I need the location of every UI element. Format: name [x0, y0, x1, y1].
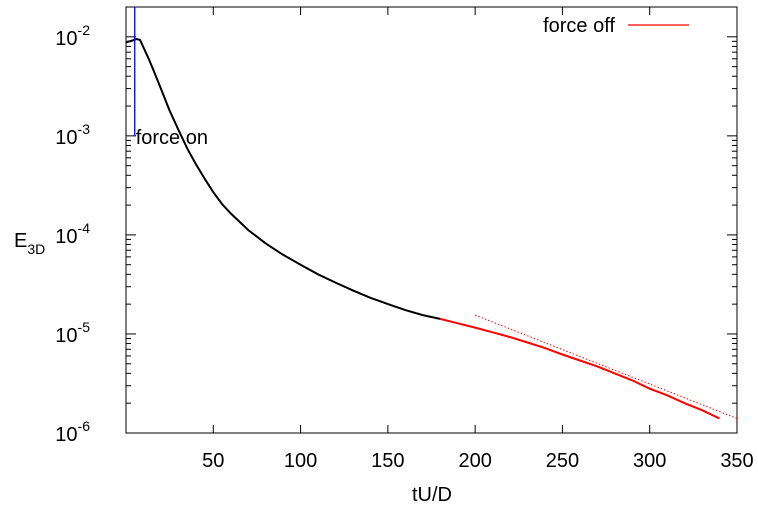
y-tick-label: 10-5 — [55, 319, 90, 347]
series-line-2 — [474, 314, 738, 419]
y-tick-label-exponent: -6 — [78, 418, 91, 434]
y-tick-label-base: 10 — [55, 127, 77, 149]
x-tick-label: 250 — [546, 450, 579, 472]
y-axis-label-subscript: 3D — [27, 241, 45, 257]
y-tick-label-exponent: -2 — [78, 22, 91, 38]
y-tick-label-exponent: -4 — [78, 220, 91, 236]
x-tick-label: 150 — [371, 450, 404, 472]
legend: force off — [543, 15, 689, 37]
y-tick-label: 10-4 — [55, 220, 90, 248]
y-tick-label-base: 10 — [55, 424, 77, 446]
legend-label: force off — [543, 15, 615, 37]
y-axis-ticks: 10-610-510-410-310-2 — [55, 22, 737, 446]
y-tick-label: 10-2 — [55, 22, 90, 50]
y-tick-label-exponent: -5 — [78, 319, 91, 335]
series-group — [125, 37, 738, 420]
y-tick-label: 10-3 — [55, 121, 90, 149]
y-tick-label: 10-6 — [55, 418, 90, 446]
plot-frame — [125, 6, 738, 434]
x-tick-label: 200 — [458, 450, 491, 472]
x-axis-ticks: 50 100 150 200 250 300 350 — [202, 7, 754, 472]
series-line-1 — [439, 317, 720, 420]
x-axis-label: tU/D — [412, 484, 452, 506]
x-tick-label: 100 — [284, 450, 317, 472]
x-tick-label: 300 — [633, 450, 666, 472]
annotations-group: force on — [134, 7, 208, 149]
y-axis-label: E3D — [14, 230, 45, 257]
y-axis-label-main: E — [14, 230, 27, 252]
y-tick-label-exponent: -3 — [78, 121, 91, 137]
annotation-label: force on — [136, 127, 208, 149]
y-tick-label-base: 10 — [55, 226, 77, 248]
x-tick-label: 50 — [202, 450, 224, 472]
series-line-0 — [125, 37, 441, 320]
y-tick-label-base: 10 — [55, 325, 77, 347]
x-tick-label: 350 — [720, 450, 753, 472]
y-tick-label-base: 10 — [55, 28, 77, 50]
